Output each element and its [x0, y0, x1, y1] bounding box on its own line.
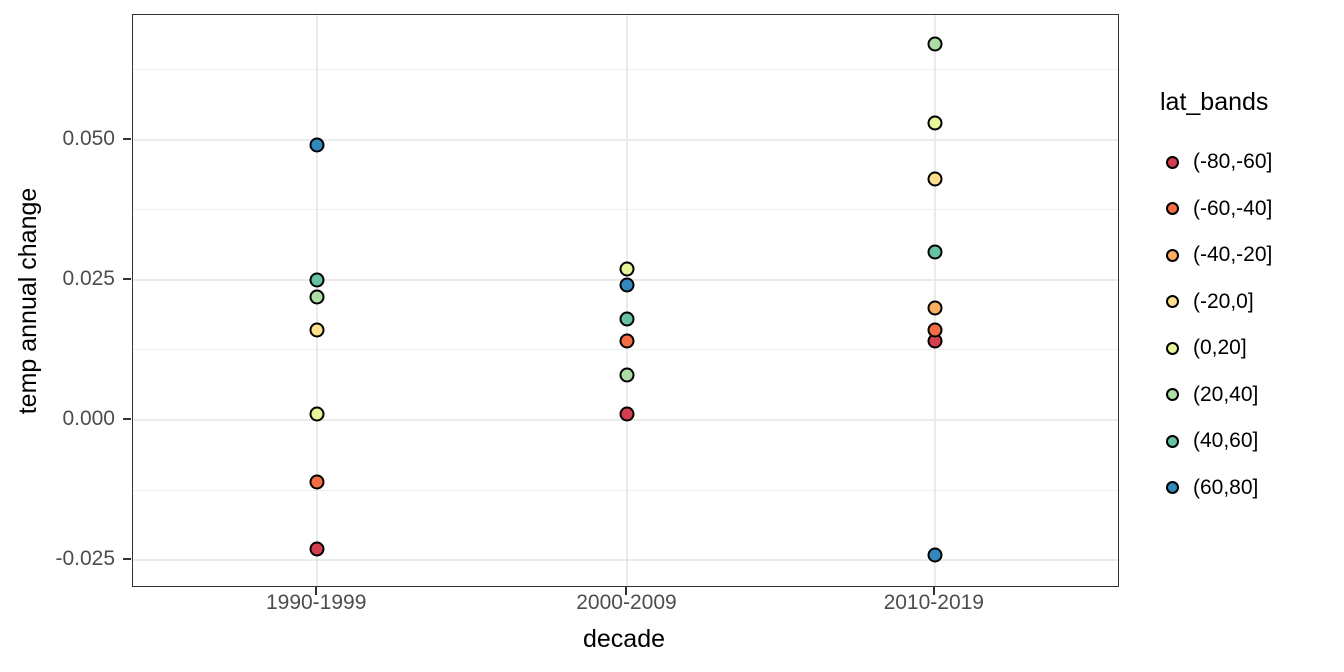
y-tick-label: 0.050: [62, 126, 115, 150]
y-major-gridline: [133, 138, 1118, 141]
legend-key-dot: [1166, 202, 1179, 216]
legend-item: (60,80]: [1148, 465, 1338, 512]
plot-panel: [132, 14, 1119, 587]
legend-key-dot: [1166, 434, 1179, 448]
y-tick-label: 0.000: [62, 406, 115, 430]
x-tick-mark: [315, 587, 318, 595]
legend-item: (-20,0]: [1148, 279, 1338, 326]
data-point: [619, 311, 635, 327]
legend-item: (-80,-60]: [1148, 139, 1338, 186]
data-point: [927, 300, 943, 316]
data-point: [619, 277, 635, 293]
legend-item-label: (-80,-60]: [1193, 150, 1273, 174]
legend-item-label: (-60,-40]: [1193, 196, 1273, 220]
data-point: [309, 289, 325, 305]
y-minor-gridline: [133, 68, 1118, 70]
data-point: [309, 406, 325, 422]
x-tick-mark: [625, 587, 628, 595]
y-major-gridline: [133, 559, 1118, 562]
legend-item: (-60,-40]: [1148, 186, 1338, 233]
y-tick-mark: [123, 277, 131, 280]
x-major-gridline: [626, 15, 629, 586]
legend-item-label: (0,20]: [1193, 336, 1247, 360]
data-point: [309, 541, 325, 557]
data-point: [619, 367, 635, 383]
legend-item-label: (20,40]: [1193, 382, 1259, 406]
legend-items: (-80,-60] (-60,-40] (-40,-20] (-20,0] (0,20]…: [1148, 139, 1338, 511]
data-point: [619, 406, 635, 422]
y-minor-gridline: [133, 349, 1118, 351]
y-minor-gridline: [133, 489, 1118, 491]
data-point: [309, 137, 325, 153]
data-point: [927, 547, 943, 563]
legend-key-dot: [1166, 341, 1179, 355]
legend-item-label: (60,80]: [1193, 475, 1259, 499]
y-tick-label: -0.025: [55, 547, 115, 571]
data-point: [309, 322, 325, 338]
data-point: [619, 261, 635, 277]
y-tick-mark: [123, 558, 131, 561]
data-point: [619, 333, 635, 349]
data-point: [927, 115, 943, 131]
data-point: [927, 171, 943, 187]
x-tick-label: 2000-2009: [576, 591, 677, 614]
y-axis-title: temp annual change: [14, 187, 42, 415]
x-tick-label: 2010-2019: [883, 591, 984, 614]
legend-item: (40,60]: [1148, 418, 1338, 465]
y-tick-mark: [123, 137, 131, 140]
data-point: [927, 36, 943, 52]
x-axis-title: decade: [582, 625, 666, 653]
legend-key-dot: [1166, 388, 1179, 402]
legend-key-dot: [1166, 155, 1179, 169]
data-point: [309, 474, 325, 490]
x-tick-mark: [932, 587, 935, 595]
data-point: [927, 322, 943, 338]
legend-title: lat_bands: [1160, 88, 1269, 116]
y-tick-label: 0.025: [62, 266, 115, 290]
legend-item: (0,20]: [1148, 325, 1338, 372]
data-point: [309, 272, 325, 288]
data-point: [927, 244, 943, 260]
y-tick-mark: [123, 417, 131, 420]
legend-item-label: (40,60]: [1193, 429, 1259, 453]
legend-key-dot: [1166, 481, 1179, 495]
legend-key-dot: [1166, 295, 1179, 309]
legend-item: (-40,-20]: [1148, 232, 1338, 279]
legend: lat_bands (-80,-60] (-60,-40] (-40,-20] (-2…: [1148, 88, 1338, 511]
legend-item: (20,40]: [1148, 372, 1338, 419]
legend-item-label: (-40,-20]: [1193, 243, 1273, 267]
x-tick-label: 1990-1999: [265, 591, 367, 614]
legend-item-label: (-20,0]: [1193, 289, 1254, 313]
legend-key-dot: [1166, 248, 1179, 262]
y-minor-gridline: [133, 209, 1118, 211]
